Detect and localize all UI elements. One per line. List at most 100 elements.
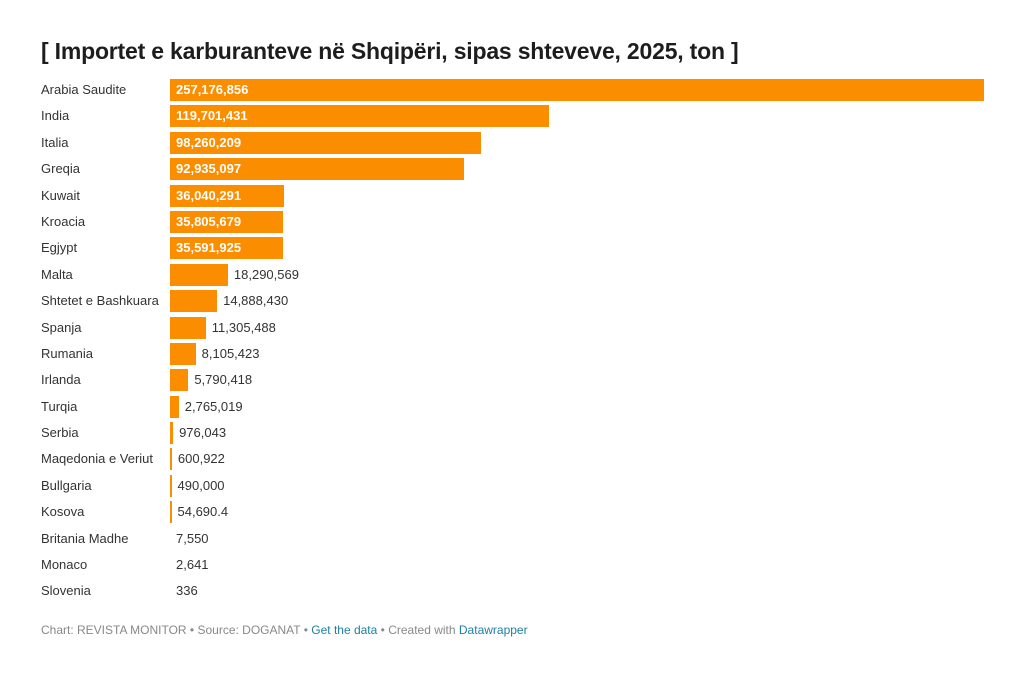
- bar-track: 18,290,569: [170, 263, 984, 286]
- category-label: Britania Madhe: [41, 530, 129, 546]
- category-label: Maqedonia e Veriut: [41, 451, 154, 467]
- value-label: 14,888,430: [223, 293, 289, 309]
- value-label: 490,000: [177, 477, 225, 493]
- category-label: Serbia: [41, 425, 79, 441]
- bar: [170, 290, 218, 313]
- bar-row: Serbia 976,043: [41, 422, 986, 448]
- bar: [170, 316, 206, 339]
- bar-row: Kosova 54,690.4: [41, 501, 986, 527]
- bar: [170, 131, 481, 154]
- bar: [170, 448, 172, 471]
- bar-track: 336: [170, 580, 984, 602]
- bar-track: 7,550: [170, 528, 984, 550]
- category-label: India: [41, 108, 70, 124]
- category-label: Kroacia: [41, 213, 86, 229]
- bar: [170, 342, 196, 365]
- bar: [170, 474, 172, 497]
- category-label: Bullgaria: [41, 477, 92, 493]
- value-label: 35,591,925: [176, 240, 242, 256]
- bar: [170, 210, 284, 233]
- category-label: Monaco: [41, 557, 88, 573]
- bar-track: 257,176,856: [170, 79, 984, 101]
- value-label: 92,935,097: [176, 161, 242, 177]
- value-label: 8,105,423: [201, 345, 260, 361]
- separator: •: [186, 623, 198, 637]
- category-label: Rumania: [41, 345, 94, 361]
- bar-row: Shtetet e Bashkuara 14,888,430: [41, 290, 986, 316]
- category-label: Slovenia: [41, 583, 91, 599]
- bar-row: Italia 98,260,209: [41, 131, 986, 158]
- separator: •: [300, 623, 312, 637]
- category-label: Italia: [41, 134, 69, 150]
- value-label: 336: [176, 583, 198, 599]
- value-label: 36,040,291: [176, 187, 242, 203]
- bar-track: 976,043: [170, 422, 984, 445]
- category-label: Arabia Saudite: [41, 82, 127, 97]
- bar-track: 5,790,418: [170, 369, 984, 392]
- bar-track: 119,701,431: [170, 105, 984, 128]
- bar: [170, 501, 172, 524]
- value-label: 18,290,569: [233, 266, 299, 282]
- bar-row: Greqia 92,935,097: [41, 158, 986, 184]
- bar-track: 92,935,097: [170, 158, 984, 181]
- bar-row: Monaco 2,641: [41, 554, 986, 580]
- bar-track: 8,105,423: [170, 342, 984, 365]
- datawrapper-link[interactable]: Datawrapper: [458, 623, 528, 637]
- bar: [170, 184, 285, 207]
- bar: [170, 263, 228, 286]
- category-label: Greqia: [41, 161, 81, 177]
- value-label: 35,805,679: [176, 213, 242, 229]
- bar-track: 54,690.4: [170, 501, 984, 524]
- bar-row: Maqedonia e Veriut 600,922: [41, 448, 986, 474]
- bar-track: 600,922: [170, 448, 984, 471]
- category-label: Spanja: [41, 319, 82, 335]
- value-label: 600,922: [177, 451, 225, 467]
- bar-row: Slovenia 336: [41, 580, 986, 606]
- bar-row: Turqia 2,765,019: [41, 395, 986, 422]
- value-label: 2,765,019: [184, 398, 243, 414]
- bar: [170, 105, 549, 128]
- bar-track: 14,888,430: [170, 290, 984, 313]
- bar-track: 98,260,209: [170, 131, 984, 154]
- category-label: Kuwait: [41, 187, 81, 203]
- bar-track: 2,765,019: [170, 395, 984, 418]
- source-credit: Source: DOGANAT: [197, 623, 301, 637]
- bar-track: 490,000: [170, 474, 984, 497]
- bar: [170, 369, 189, 392]
- bar-row: Egjypt 35,591,925: [41, 237, 986, 263]
- category-label: Shtetet e Bashkuara: [41, 293, 159, 309]
- bar-row: Arabia Saudite 257,176,856: [41, 79, 986, 105]
- bar-row: Spanja 11,305,488: [41, 316, 986, 343]
- value-label: 5,790,418: [194, 372, 253, 388]
- category-label: Turqia: [41, 398, 78, 414]
- bar-row: Britania Madhe 7,550: [41, 528, 986, 554]
- value-label: 257,176,856: [176, 82, 249, 97]
- value-label: 54,690.4: [177, 504, 229, 520]
- value-label: 119,701,431: [176, 108, 248, 124]
- bar-track: 2,641: [170, 554, 984, 576]
- bar: [170, 395, 179, 418]
- value-label: 2,641: [176, 557, 209, 573]
- value-label: 976,043: [179, 425, 227, 441]
- bar-row: Rumania 8,105,423: [41, 342, 986, 369]
- bar-row: Kroacia 35,805,679: [41, 210, 986, 237]
- bar-row: Irlanda 5,790,418: [41, 369, 986, 395]
- value-label: 7,550: [176, 530, 209, 546]
- bar: [170, 422, 174, 445]
- category-label: Egjypt: [41, 240, 78, 256]
- get-the-data-link[interactable]: Get the data: [311, 623, 378, 637]
- chart-credit: Chart: REVISTA MONITOR: [41, 623, 187, 637]
- bar: [170, 79, 984, 101]
- bar-track: 35,591,925: [170, 237, 984, 260]
- bar-track: 35,805,679: [170, 210, 984, 233]
- bar-chart: Arabia Saudite 257,176,856 India 119,701,43…: [41, 79, 986, 607]
- bar-row: India 119,701,431: [41, 105, 986, 131]
- bar: [170, 158, 465, 181]
- separator: •: [377, 623, 389, 637]
- category-label: Irlanda: [41, 372, 81, 388]
- bar-track: 36,040,291: [170, 184, 984, 207]
- chart-title: [ Importet e karburanteve në Shqipëri, s…: [41, 38, 739, 64]
- value-label: 98,260,209: [176, 134, 242, 150]
- category-label: Kosova: [41, 504, 85, 520]
- created-with-text: Created with: [388, 623, 459, 637]
